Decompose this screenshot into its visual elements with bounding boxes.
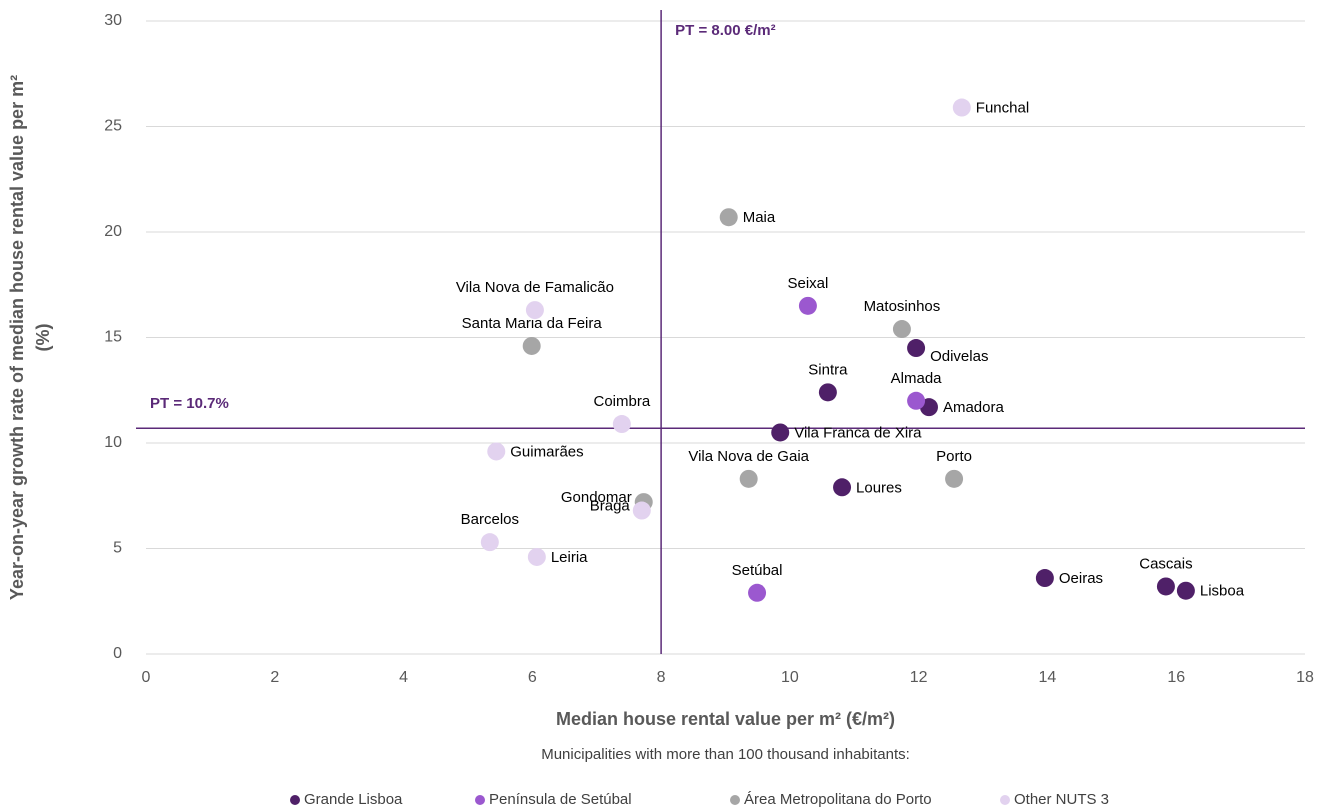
point-label: Vila Franca de Xira: [794, 424, 922, 441]
legend-item: Grande Lisboa: [290, 791, 403, 807]
data-point: [739, 469, 758, 488]
y-tick-label: 30: [104, 12, 122, 29]
data-point: [719, 208, 738, 227]
point-label: Setúbal: [732, 562, 783, 579]
data-point: [487, 442, 506, 461]
data-point: [833, 478, 852, 497]
point-label: Maia: [743, 209, 776, 226]
legend-title: Municipalities with more than 100 thousa…: [541, 746, 910, 763]
x-tick-label: 16: [1167, 669, 1185, 686]
legend-swatch: [475, 795, 485, 805]
point-label: Gondomar: [561, 489, 632, 506]
data-point: [1035, 569, 1054, 588]
point-label: Santa Maria da Feira: [462, 315, 603, 332]
point-label: Almada: [891, 370, 943, 387]
point-label: Vila Nova de Gaia: [688, 448, 809, 465]
point-label: Porto: [936, 448, 972, 465]
x-tick-label: 0: [142, 669, 151, 686]
point-label: Matosinhos: [864, 298, 941, 315]
x-tick-label: 2: [270, 669, 279, 686]
y-axis-title: (%): [33, 324, 53, 352]
point-label: Cascais: [1139, 555, 1192, 572]
point-label: Funchal: [976, 99, 1029, 116]
data-point: [1176, 581, 1195, 600]
legend-label: Área Metropolitana do Porto: [744, 791, 932, 807]
data-point: [798, 296, 817, 315]
x-tick-label: 14: [1039, 669, 1057, 686]
x-tick-label: 12: [910, 669, 928, 686]
data-point: [892, 320, 911, 339]
x-tick-label: 8: [657, 669, 666, 686]
legend-swatch: [290, 795, 300, 805]
x-tick-label: 6: [528, 669, 537, 686]
point-label: Sintra: [808, 361, 848, 378]
data-point: [525, 301, 544, 320]
x-axis-title: Median house rental value per m² (€/m²): [556, 709, 895, 729]
point-label: Barcelos: [461, 511, 519, 528]
reference-label: PT = 10.7%: [150, 395, 229, 412]
y-axis-title: Year-on-year growth rate of median house…: [7, 75, 27, 600]
point-label: Seixal: [787, 275, 828, 292]
legend-label: Grande Lisboa: [304, 791, 403, 807]
point-label: Guimarães: [510, 443, 583, 460]
x-tick-label: 18: [1296, 669, 1314, 686]
data-point: [480, 533, 499, 552]
legend-swatch: [1000, 795, 1010, 805]
y-tick-label: 5: [113, 540, 122, 557]
legend-label: Península de Setúbal: [489, 791, 632, 807]
data-point: [771, 423, 790, 442]
data-point: [748, 583, 767, 602]
legend-label: Other NUTS 3: [1014, 791, 1109, 807]
legend-item: Other NUTS 3: [1000, 791, 1109, 807]
y-tick-label: 25: [104, 118, 122, 135]
data-point: [818, 383, 837, 402]
legend-item: Área Metropolitana do Porto: [730, 791, 932, 807]
y-tick-label: 0: [113, 645, 122, 662]
data-point: [952, 98, 971, 117]
point-label: Leiria: [551, 549, 588, 566]
data-point: [907, 339, 926, 358]
legend-swatch: [730, 795, 740, 805]
data-point: [907, 391, 926, 410]
point-label: Amadora: [943, 399, 1005, 416]
data-point: [522, 336, 541, 355]
data-point: [945, 469, 964, 488]
point-label: Coimbra: [593, 393, 650, 410]
point-label: Vila Nova de Famalicão: [456, 279, 614, 296]
reference-label: PT = 8.00 €/m²: [675, 22, 775, 39]
y-tick-label: 15: [104, 329, 122, 346]
data-point: [632, 501, 651, 520]
point-label: Odivelas: [930, 348, 988, 365]
point-label: Loures: [856, 479, 902, 496]
point-label: Lisboa: [1200, 583, 1245, 600]
y-tick-label: 20: [104, 223, 122, 240]
x-tick-label: 10: [781, 669, 799, 686]
legend-item: Península de Setúbal: [475, 791, 632, 807]
point-label: Braga: [590, 497, 631, 514]
y-tick-label: 10: [104, 434, 122, 451]
data-point: [1156, 577, 1175, 596]
data-point: [527, 547, 546, 566]
data-point: [612, 415, 631, 434]
point-label: Oeiras: [1059, 570, 1103, 587]
x-tick-label: 4: [399, 669, 408, 686]
